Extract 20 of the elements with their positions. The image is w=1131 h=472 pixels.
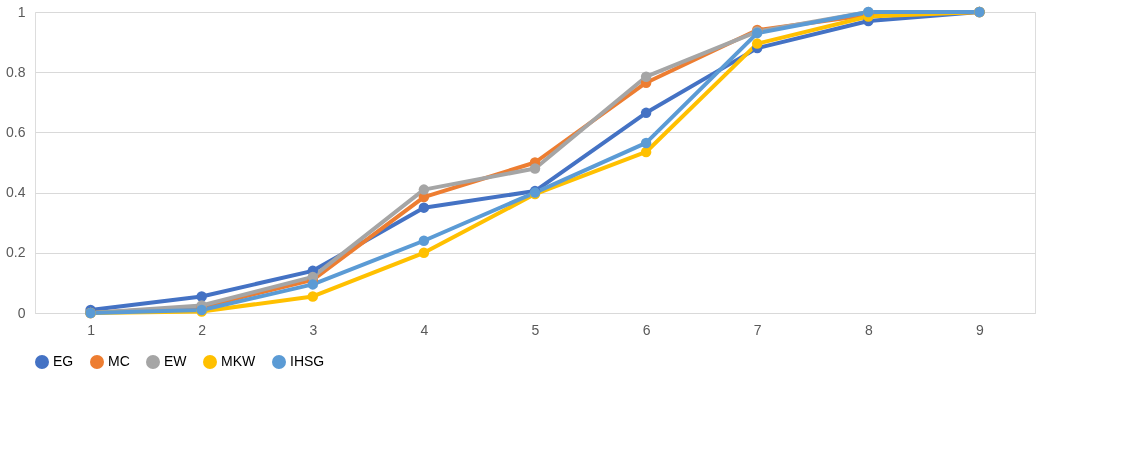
x-tick-label: 7 [753, 321, 762, 338]
legend-label: IHSG [290, 353, 325, 369]
x-tick-label: 8 [864, 321, 873, 338]
y-tick-label: 0.2 [6, 244, 26, 261]
y-tick-label: 0 [17, 304, 26, 321]
y-tick-label: 0.6 [6, 123, 26, 140]
legend-label: EG [53, 353, 74, 369]
x-tick-label: 5 [531, 321, 540, 338]
legend-label: MC [108, 353, 130, 369]
x-tick-label: 6 [642, 321, 651, 338]
x-tick-label: 4 [420, 321, 429, 338]
y-tick-label: 1 [17, 3, 26, 20]
y-tick-label: 0.8 [6, 63, 26, 80]
x-tick-label: 3 [309, 321, 318, 338]
legend-label: MKW [221, 353, 256, 369]
x-tick-label: 1 [87, 321, 96, 338]
x-tick-label: 9 [976, 321, 985, 338]
x-tick-label: 2 [198, 321, 207, 338]
legend-label: EW [164, 353, 188, 369]
y-tick-label: 0.4 [6, 184, 26, 201]
